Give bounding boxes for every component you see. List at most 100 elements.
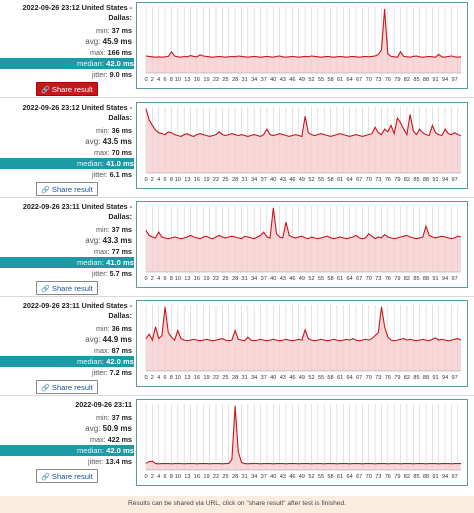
x-tick-label: 49 <box>299 474 305 480</box>
median-label: median: <box>76 59 104 68</box>
x-tick-label: 19 <box>203 375 209 381</box>
x-tick-label: 40 <box>270 177 276 183</box>
x-tick-label: 40 <box>270 276 276 282</box>
avg-stat: avg: 43.5 ms <box>0 136 132 147</box>
share-button-label: Share result <box>51 284 93 293</box>
x-tick-label: 58 <box>327 177 333 183</box>
x-tick-label: 94 <box>442 77 448 83</box>
avg-stat: avg: 44.9 ms <box>0 334 132 345</box>
x-tick-label: 0 <box>144 375 147 381</box>
x-tick-label: 79 <box>394 375 400 381</box>
x-tick-label: 2 <box>151 375 154 381</box>
x-tick-label: 28 <box>232 177 238 183</box>
x-tick-label: 55 <box>318 375 324 381</box>
x-tick-label: 22 <box>213 474 219 480</box>
x-tick-label: 28 <box>232 474 238 480</box>
x-tick-label: 52 <box>308 375 314 381</box>
x-tick-label: 10 <box>175 177 181 183</box>
row-divider <box>0 97 474 98</box>
x-tick-label: 79 <box>394 474 400 480</box>
x-tick-label: 2 <box>151 77 154 83</box>
series-area <box>146 405 461 470</box>
x-tick-label: 52 <box>308 276 314 282</box>
ping-chart-svg: 0 2 4 6 8 10 13 16 19 22 25 28 31 34 37 40 43 46 49 52 55 58 6… <box>144 107 462 183</box>
share-result-button[interactable]: 🔗 Share result <box>36 380 98 394</box>
x-tick-label: 61 <box>337 77 343 83</box>
result-row: 2022-09-26 23:12 United States - Dallas:… <box>0 0 474 98</box>
x-tick-label: 94 <box>442 375 448 381</box>
x-tick-label: 82 <box>404 474 410 480</box>
x-tick-label: 70 <box>366 474 372 480</box>
x-tick-label: 88 <box>423 177 429 183</box>
result-row: 2022-09-26 23:12 United States - Dallas:… <box>0 100 474 198</box>
x-tick-label: 13 <box>184 375 190 381</box>
median-label: median: <box>76 159 104 168</box>
max-label: max: <box>94 247 110 256</box>
avg-value: 43.5 ms <box>102 137 132 146</box>
series-line <box>145 207 462 240</box>
x-tick-label: 46 <box>289 177 295 183</box>
x-tick-label: 19 <box>203 474 209 480</box>
x-tick-label: 28 <box>232 375 238 381</box>
x-tick-label: 4 <box>157 375 160 381</box>
result-title: 2022-09-26 23:11 <box>75 400 132 409</box>
result-row: 2022-09-26 23:11 min: 37 ms avg: 50.9 ms ma… <box>0 397 474 495</box>
max-stat: max: 87 ms <box>0 345 132 356</box>
ping-chart-svg: 0 2 4 6 8 10 13 16 19 22 25 28 31 34 37 40 43 46 49 52 55 58 6… <box>144 305 462 381</box>
x-tick-label: 55 <box>318 474 324 480</box>
x-tick-label: 19 <box>203 276 209 282</box>
median-value: 42.0 ms <box>106 446 134 455</box>
median-value: 42.0 ms <box>106 59 134 68</box>
share-result-button[interactable]: 🔗 Share result <box>36 469 98 483</box>
jitter-value: 13.4 ms <box>105 457 132 466</box>
max-stat: max: 166 ms <box>0 47 132 58</box>
x-tick-label: 28 <box>232 276 238 282</box>
x-tick-label: 76 <box>385 276 391 282</box>
x-tick-label: 73 <box>375 375 381 381</box>
x-tick-label: 28 <box>232 77 238 83</box>
x-tick-label: 6 <box>164 77 167 83</box>
jitter-stat: jitter: 6.1 ms <box>0 169 132 180</box>
avg-label: avg: <box>85 137 101 146</box>
ping-chart: 0 2 4 6 8 10 13 16 19 22 25 28 31 34 37 40 43 46 49 52 55 58 6… <box>136 399 468 486</box>
x-tick-label: 0 <box>144 77 147 83</box>
x-tick-label: 37 <box>261 474 267 480</box>
jitter-stat: jitter: 5.7 ms <box>0 268 132 279</box>
result-title: 2022-09-26 23:12 United States - Dallas: <box>22 103 132 122</box>
max-value: 70 ms <box>111 148 132 157</box>
x-tick-label: 67 <box>356 474 362 480</box>
x-tick-label: 13 <box>184 276 190 282</box>
share-result-button[interactable]: 🔗 Share result <box>36 182 98 196</box>
min-stat: min: 36 ms <box>0 323 132 334</box>
max-value: 77 ms <box>111 247 132 256</box>
avg-stat: avg: 45.9 ms <box>0 36 132 47</box>
ping-chart: 0 2 4 6 8 10 13 16 19 22 25 28 31 34 37 40 43 46 49 52 55 58 6… <box>136 2 468 89</box>
share-result-button[interactable]: 🔗 Share result <box>36 82 98 96</box>
x-tick-label: 91 <box>432 375 438 381</box>
min-value: 37 ms <box>111 413 132 422</box>
median-label: median: <box>76 258 104 267</box>
x-tick-label: 85 <box>413 375 419 381</box>
x-tick-label: 76 <box>385 177 391 183</box>
x-tick-label: 64 <box>347 276 353 282</box>
min-label: min: <box>96 26 110 35</box>
x-tick-label: 82 <box>404 177 410 183</box>
x-tick-label: 0 <box>144 276 147 282</box>
x-tick-label: 22 <box>213 177 219 183</box>
x-tick-label: 76 <box>385 375 391 381</box>
x-tick-label: 8 <box>170 177 173 183</box>
x-tick-label: 4 <box>157 276 160 282</box>
median-stat: median: 41.0 ms <box>0 257 134 268</box>
x-tick-label: 58 <box>327 77 333 83</box>
share-result-button[interactable]: 🔗 Share result <box>36 281 98 295</box>
x-tick-label: 0 <box>144 474 147 480</box>
ping-chart: 0 2 4 6 8 10 13 16 19 22 25 28 31 34 37 40 43 46 49 52 55 58 6… <box>136 201 468 288</box>
result-title: 2022-09-26 23:12 United States - Dallas: <box>22 3 132 22</box>
jitter-stat: jitter: 9.0 ms <box>0 69 132 80</box>
x-tick-label: 55 <box>318 77 324 83</box>
x-tick-label: 13 <box>184 474 190 480</box>
result-row: 2022-09-26 23:11 United States - Dallas:… <box>0 298 474 396</box>
max-value: 422 ms <box>107 435 132 444</box>
min-value: 37 ms <box>111 26 132 35</box>
median-stat: median: 41.0 ms <box>0 158 134 169</box>
